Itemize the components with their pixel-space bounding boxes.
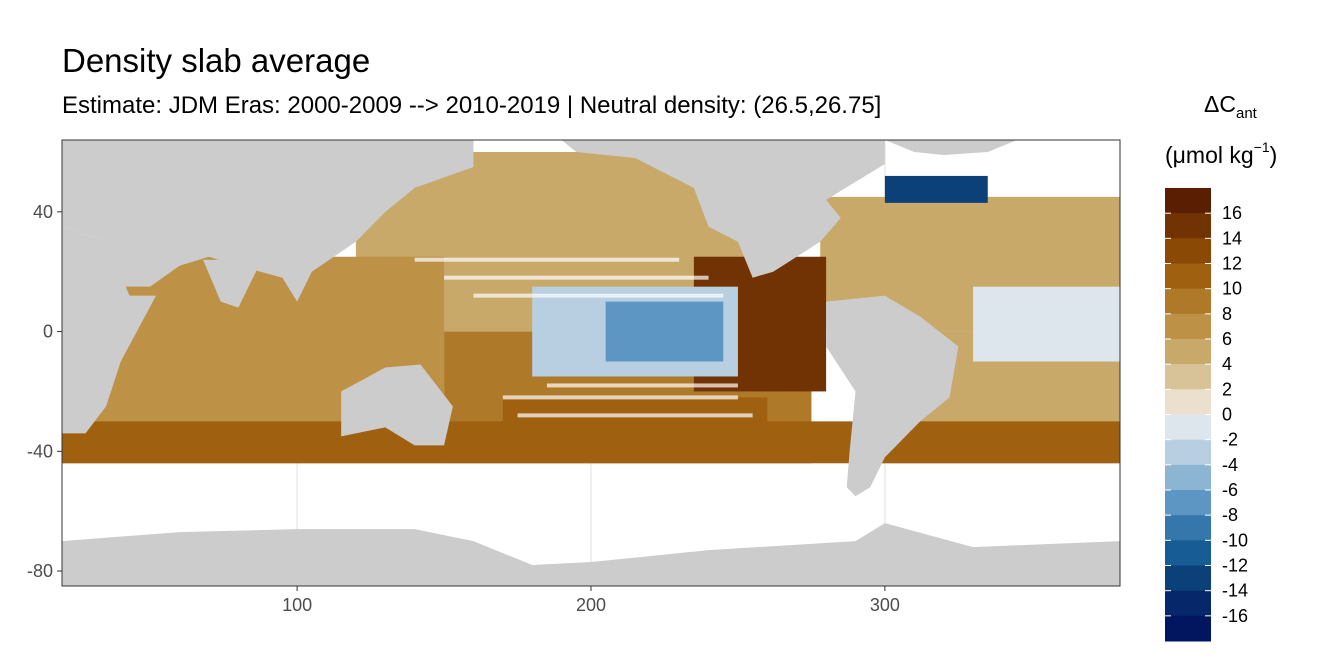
land-antarctica xyxy=(62,523,1120,586)
land-greenland xyxy=(884,140,1018,155)
legend: ΔCant (μmol kg−1) 16 14 12 10 8 6 4 2 0 -2 -4 -6 -8 -… xyxy=(1165,91,1277,642)
legend-swatch xyxy=(1165,213,1211,239)
legend-title-main: ΔCant xyxy=(1204,91,1258,122)
x-tick-label: 300 xyxy=(870,595,900,615)
nodata-streak xyxy=(473,293,724,298)
legend-colorbar xyxy=(1165,188,1211,642)
legend-swatch xyxy=(1165,188,1211,214)
y-tick-label: 40 xyxy=(33,202,53,222)
legend-label: 16 xyxy=(1222,203,1242,223)
land-indian-subcontinent xyxy=(203,259,262,308)
chart-subtitle: Estimate: JDM Eras: 2000-2009 --> 2010-2… xyxy=(62,92,882,119)
y-tick-label: 0 xyxy=(43,322,53,342)
legend-swatch xyxy=(1165,590,1211,617)
legend-label: -6 xyxy=(1222,480,1238,500)
legend-labels: 16 14 12 10 8 6 4 2 0 -2 -4 -6 -8 -10 -12 -14 -16 xyxy=(1165,203,1248,626)
legend-swatch xyxy=(1165,540,1211,566)
legend-title-unit: (μmol kg−1) xyxy=(1165,139,1277,168)
legend-swatch xyxy=(1165,238,1211,264)
land-north-america xyxy=(561,140,885,278)
ocean-field-subpolar-atlantic xyxy=(884,175,988,203)
legend-label: -10 xyxy=(1222,530,1248,550)
y-tick-label: -40 xyxy=(27,441,53,461)
nodata-streak xyxy=(546,383,738,388)
legend-label: 12 xyxy=(1222,254,1242,274)
land-australia xyxy=(341,364,453,446)
legend-label: 6 xyxy=(1222,329,1232,349)
land-africa xyxy=(62,226,157,434)
nodata-streak xyxy=(517,413,753,418)
legend-swatch xyxy=(1165,313,1211,340)
chart-title: Density slab average xyxy=(62,42,371,79)
nodata-streak xyxy=(414,257,680,262)
x-tick-label: 200 xyxy=(576,595,606,615)
y-tick-label: -80 xyxy=(27,561,53,581)
plot-panel xyxy=(62,140,1120,586)
legend-label: 8 xyxy=(1222,304,1232,324)
legend-swatch xyxy=(1165,464,1211,491)
legend-label: 4 xyxy=(1222,354,1232,374)
legend-swatch xyxy=(1165,565,1211,592)
legend-swatch xyxy=(1165,490,1211,516)
legend-label: 0 xyxy=(1222,405,1232,425)
land-eurasia xyxy=(62,140,474,302)
ocean-field-tropical-atlantic xyxy=(973,286,1120,362)
legend-swatch xyxy=(1165,615,1211,642)
legend-swatch xyxy=(1165,339,1211,365)
land-south-america xyxy=(826,295,959,497)
legend-swatch xyxy=(1165,414,1211,441)
legend-label: -4 xyxy=(1222,455,1238,475)
ocean-field-south-pacific-core xyxy=(502,397,768,452)
legend-label: -8 xyxy=(1222,505,1238,525)
legend-swatch xyxy=(1165,263,1211,290)
legend-label: 14 xyxy=(1222,228,1242,248)
x-tick-label: 100 xyxy=(282,595,312,615)
ocean-field-equatorial-core xyxy=(605,301,724,362)
legend-swatch xyxy=(1165,439,1211,466)
legend-label: -12 xyxy=(1222,556,1248,576)
legend-swatch xyxy=(1165,515,1211,541)
legend-label: -14 xyxy=(1222,581,1248,601)
legend-label: -16 xyxy=(1222,606,1248,626)
legend-label: -2 xyxy=(1222,430,1238,450)
nodata-streak xyxy=(444,275,709,280)
legend-swatch xyxy=(1165,364,1211,390)
legend-swatch xyxy=(1165,288,1211,315)
legend-swatch xyxy=(1165,389,1211,415)
nodata-streak xyxy=(502,395,738,400)
legend-label: 10 xyxy=(1222,279,1242,299)
legend-label: 2 xyxy=(1222,379,1232,399)
